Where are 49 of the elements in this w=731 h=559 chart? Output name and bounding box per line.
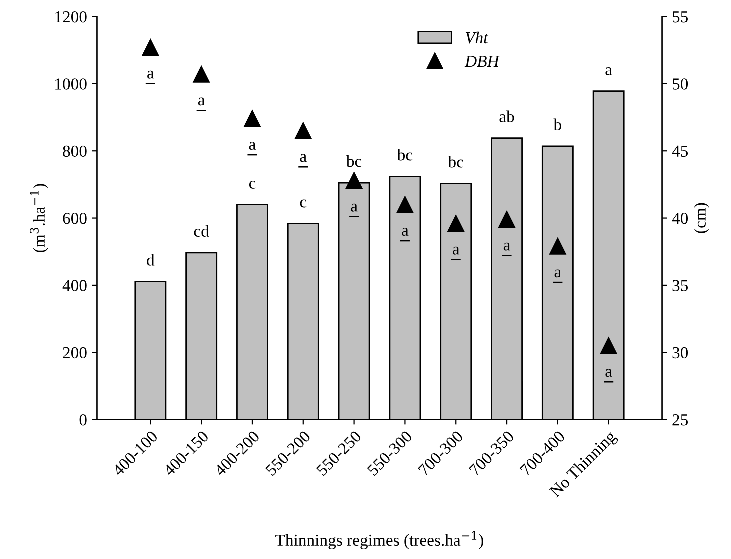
point: [550, 238, 566, 255]
y2-tick-label: 40: [672, 212, 688, 224]
y-tick-label: 1200: [56, 11, 87, 23]
data-label: a: [198, 98, 206, 106]
point: [346, 172, 363, 190]
data-label: d: [147, 254, 155, 266]
data-label: a: [606, 369, 612, 378]
y2-tick-label: 25: [672, 414, 688, 426]
point: [193, 66, 210, 83]
y-tick-label: 1000: [56, 78, 87, 90]
data-label: c: [300, 200, 307, 208]
data-label: ab: [500, 110, 514, 122]
data-label: bc: [397, 149, 413, 161]
data-label: a: [504, 242, 510, 251]
point: [600, 338, 618, 354]
data-label: bc: [448, 156, 464, 168]
legend-label: DBH: [464, 56, 500, 68]
data-label: b: [554, 118, 562, 131]
data-label: a: [300, 154, 307, 162]
point: [295, 122, 312, 140]
data-label: a: [402, 228, 409, 236]
data-label: bc: [346, 155, 362, 168]
y-tick-label: 200: [63, 347, 87, 359]
data-label: a: [148, 70, 154, 79]
y2-tick-label: 50: [672, 78, 688, 90]
y-tick-label: 0: [80, 414, 87, 426]
data-label: cd: [194, 225, 210, 237]
data-label: a: [249, 142, 256, 150]
point: [142, 39, 160, 56]
y-tick-label: 400: [62, 280, 87, 292]
y2-axis-title: (cm): [694, 203, 710, 234]
y2-tick-label: 30: [672, 347, 688, 359]
point: [396, 196, 414, 214]
y2-tick-label: 35: [672, 280, 688, 292]
point: [244, 110, 261, 128]
point: [448, 215, 464, 232]
data-label: c: [249, 180, 256, 189]
y2-tick-label: 45: [672, 146, 688, 158]
legend-label: Vht: [466, 32, 489, 44]
y-tick-label: 800: [63, 146, 87, 158]
point: [498, 211, 516, 228]
data-label: a: [606, 67, 612, 76]
y-axis-title: (m$^{3}$.ha$^{−1}$): [30, 184, 48, 252]
y-tick-label: 600: [63, 212, 87, 224]
data-label: a: [351, 204, 358, 212]
x-axis-title: Thinnings regimes (trees.ha$^{−1}$): [276, 531, 484, 550]
data-label: a: [453, 246, 460, 255]
data-label: a: [554, 270, 562, 278]
y2-tick-label: 55: [672, 12, 688, 23]
